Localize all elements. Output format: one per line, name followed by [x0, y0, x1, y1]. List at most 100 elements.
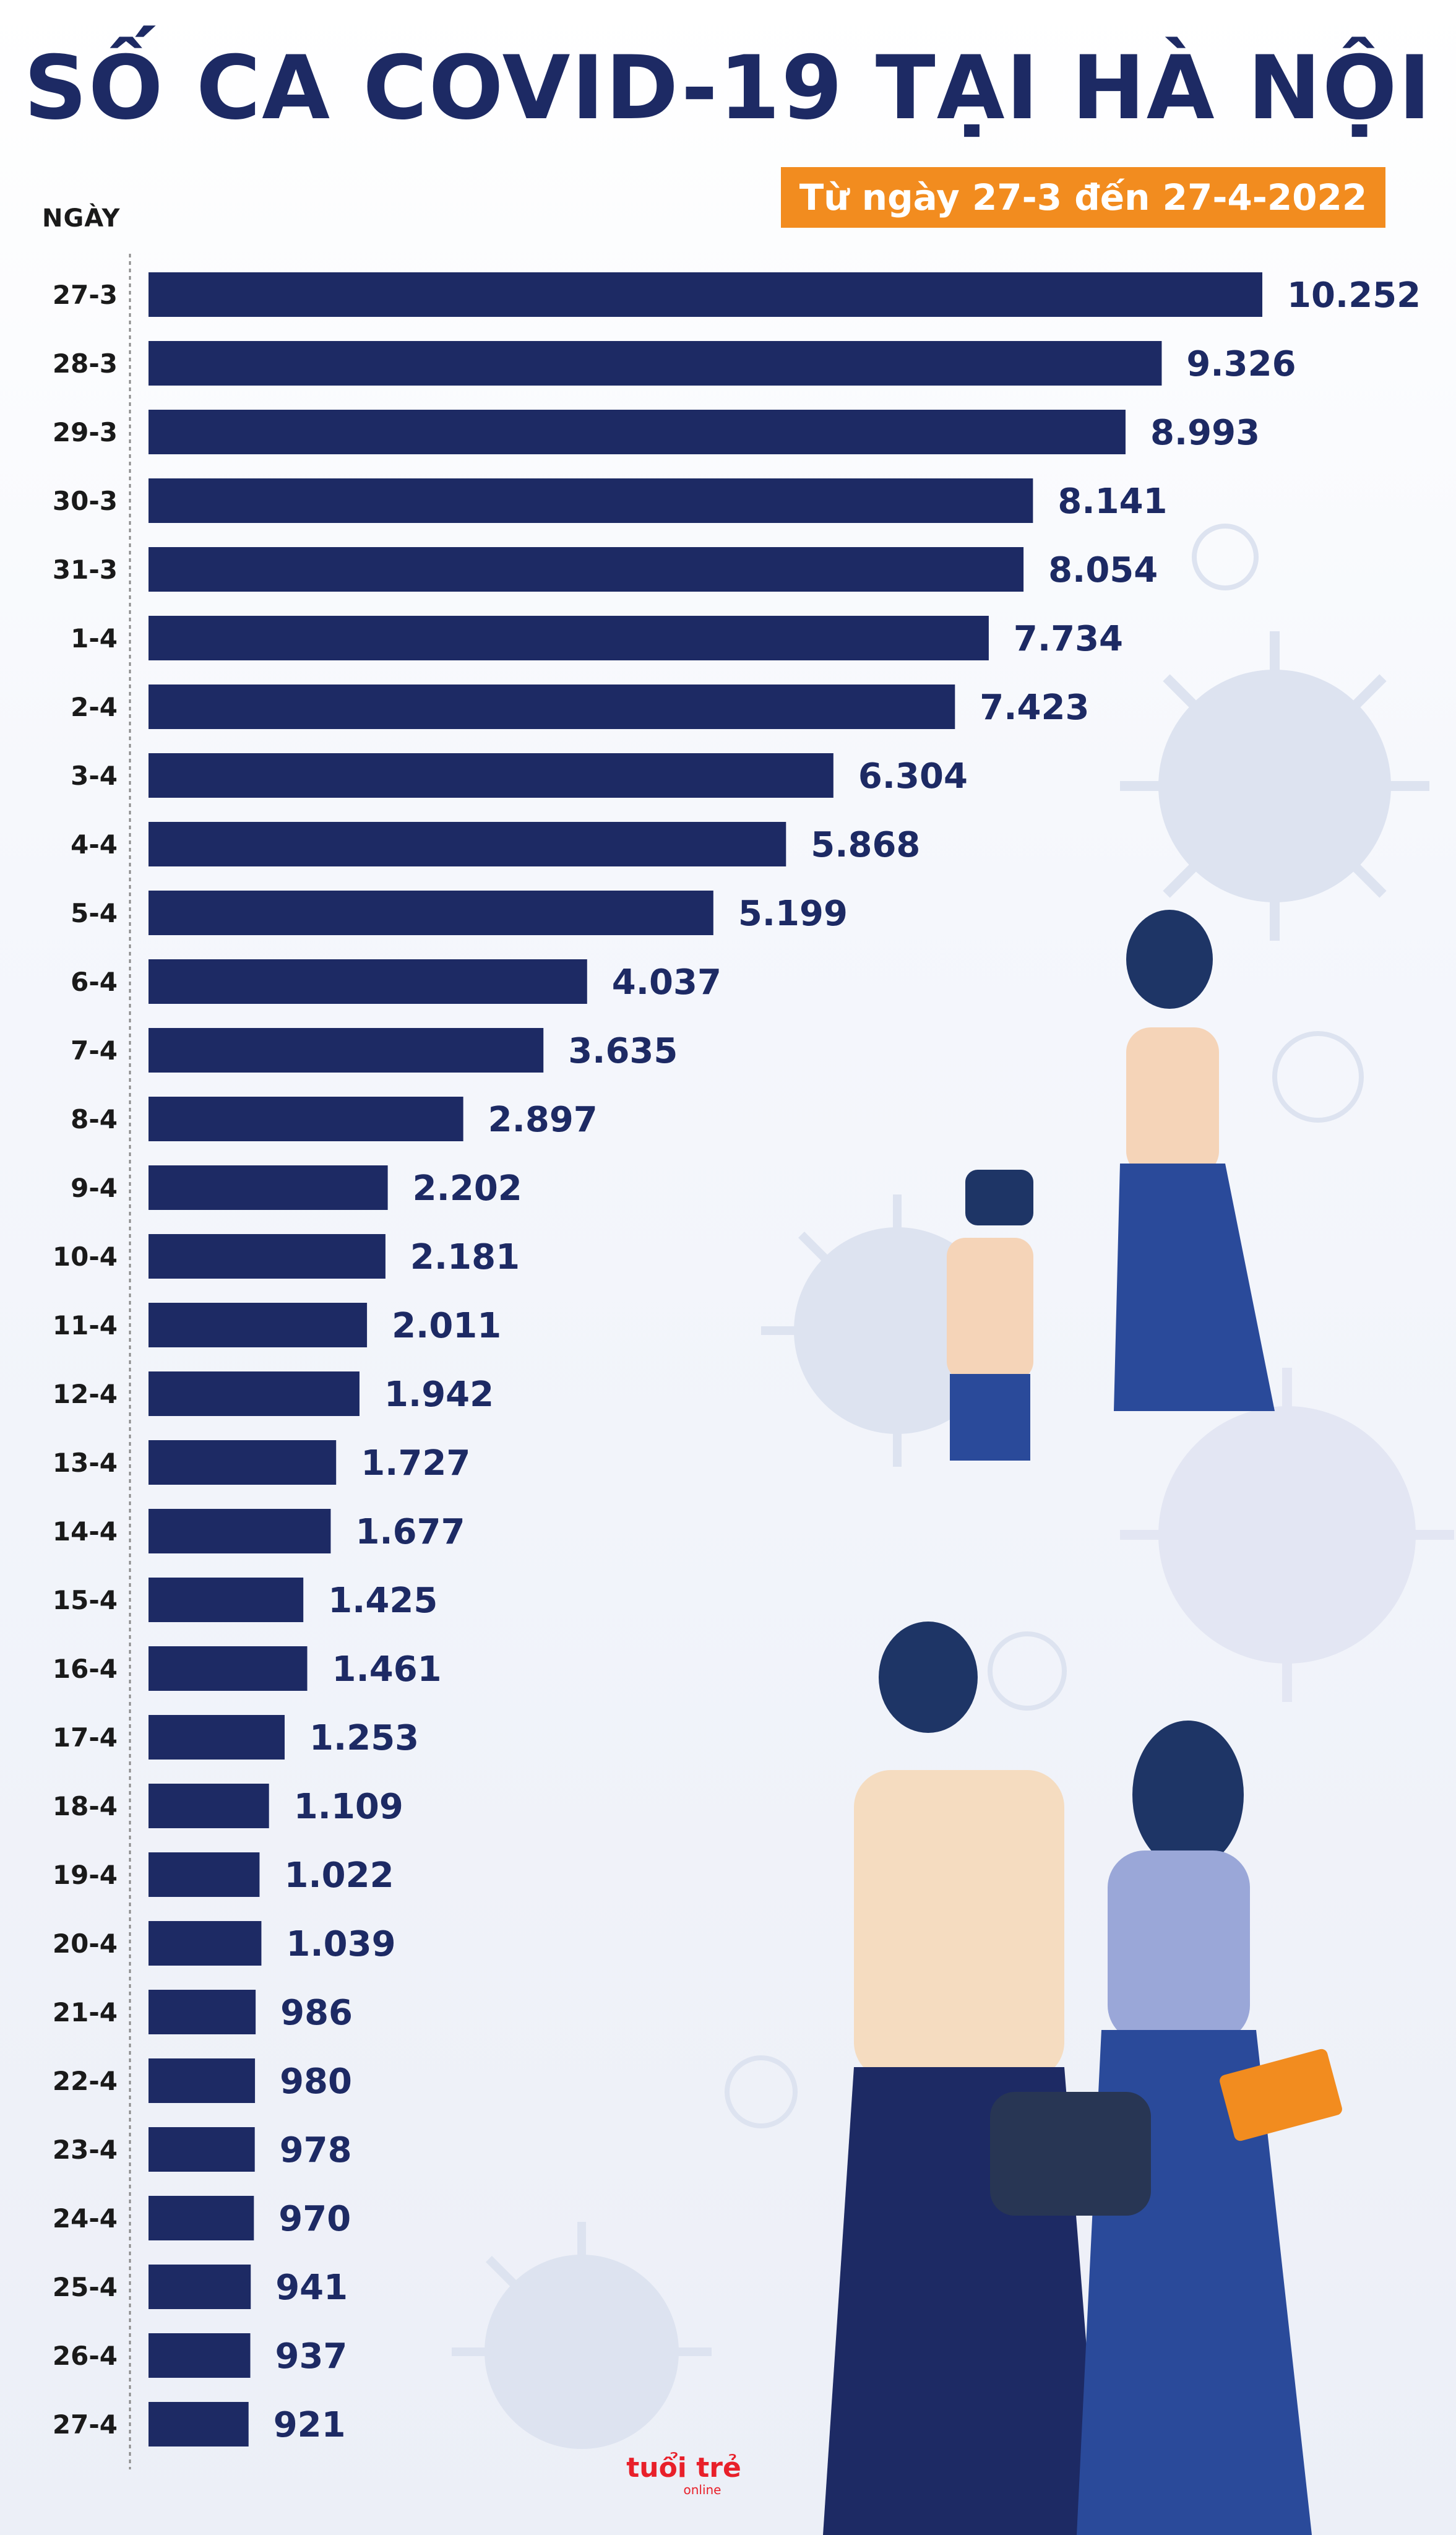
category-label: 4-4	[71, 829, 118, 860]
bar	[149, 547, 1024, 592]
category-label: 20-4	[53, 1928, 118, 1959]
tuoi-tre-logo: tuổi trẻ online	[626, 2451, 741, 2497]
logo-subtext: online	[683, 2482, 721, 2497]
bar	[149, 1028, 544, 1073]
virus-icon	[452, 2222, 712, 2449]
category-label: 17-4	[53, 1722, 118, 1753]
bar	[149, 1646, 308, 1691]
value-label: 986	[280, 1993, 353, 2033]
bar	[149, 1715, 285, 1760]
value-label: 1.677	[355, 1512, 465, 1552]
bar	[149, 478, 1033, 523]
value-label: 921	[274, 2405, 346, 2445]
category-label: 8-4	[71, 1104, 118, 1134]
category-label: 15-4	[53, 1585, 118, 1615]
category-label: 7-4	[71, 1035, 118, 1066]
chart-title: SỐ CA COVID-19 TẠI HÀ NỘI	[24, 37, 1432, 139]
category-label: 5-4	[71, 898, 118, 928]
people-illustration	[823, 910, 1342, 2535]
category-label: 28-3	[53, 348, 118, 379]
bar	[149, 2402, 249, 2446]
bar	[149, 1097, 463, 1141]
category-label: 31-3	[53, 555, 118, 585]
value-label: 8.141	[1058, 482, 1167, 522]
bar	[149, 2333, 251, 2378]
value-label: 1.727	[361, 1443, 470, 1483]
value-label: 980	[280, 2062, 352, 2102]
bar	[149, 822, 786, 866]
value-label: 1.942	[384, 1375, 494, 1415]
bar	[149, 1234, 386, 1279]
category-label: 9-4	[71, 1173, 118, 1203]
bar	[149, 891, 713, 935]
value-label: 978	[280, 2130, 352, 2170]
category-label: 6-4	[71, 967, 118, 997]
virus-icon	[1120, 631, 1429, 941]
category-label: 12-4	[53, 1379, 118, 1409]
value-label: 7.734	[1014, 619, 1123, 659]
bar	[149, 1990, 256, 2034]
virus-icon	[1120, 1368, 1454, 1702]
value-label: 1.109	[294, 1787, 403, 1827]
value-label: 5.868	[811, 825, 920, 865]
bar	[149, 410, 1126, 454]
value-label: 937	[275, 2336, 348, 2377]
category-label: 26-4	[53, 2341, 118, 2371]
category-label: 22-4	[53, 2066, 118, 2096]
value-label: 2.181	[410, 1237, 520, 1277]
value-label: 6.304	[858, 756, 968, 797]
category-label: 24-4	[53, 2203, 118, 2234]
logo-text: tuổi trẻ	[626, 2451, 741, 2484]
bar	[149, 684, 955, 729]
bar	[149, 2265, 251, 2309]
bar	[149, 2127, 255, 2172]
value-label: 5.199	[738, 894, 848, 934]
value-label: 8.054	[1048, 550, 1158, 590]
value-label: 2.011	[392, 1306, 501, 1346]
category-label: 23-4	[53, 2135, 118, 2165]
category-label: 25-4	[53, 2272, 118, 2302]
category-label: 16-4	[53, 1654, 118, 1684]
bar	[149, 1303, 368, 1347]
value-label: 970	[278, 2199, 351, 2239]
category-label: 10-4	[53, 1242, 118, 1272]
bar	[149, 2196, 254, 2240]
bar	[149, 616, 989, 660]
category-label: 27-3	[53, 280, 118, 310]
category-label: 30-3	[53, 486, 118, 516]
category-label: 13-4	[53, 1448, 118, 1478]
bar	[149, 1440, 337, 1485]
value-label: 1.039	[286, 1924, 395, 1964]
bar	[149, 959, 587, 1004]
bar	[149, 1852, 260, 1897]
category-label: 1-4	[71, 623, 118, 654]
value-label: 941	[275, 2268, 348, 2308]
chart-subtitle: Từ ngày 27-3 đến 27-4-2022	[781, 167, 1385, 228]
value-label: 8.993	[1150, 413, 1260, 453]
value-label: 9.326	[1186, 344, 1296, 384]
value-label: 1.253	[309, 1718, 419, 1758]
bar	[149, 341, 1162, 386]
value-label: 10.252	[1287, 275, 1421, 316]
value-label: 7.423	[980, 688, 1089, 728]
value-label: 2.202	[413, 1168, 522, 1209]
bar	[149, 1371, 360, 1416]
category-label: 27-4	[53, 2409, 118, 2440]
category-label: 11-4	[53, 1310, 118, 1341]
value-label: 2.897	[488, 1100, 598, 1140]
value-label: 3.635	[568, 1031, 678, 1071]
category-label: 18-4	[53, 1791, 118, 1821]
bar	[149, 1578, 304, 1622]
category-label: 19-4	[53, 1860, 118, 1890]
category-label: 29-3	[53, 417, 118, 447]
category-label: 3-4	[71, 761, 118, 791]
bar	[149, 272, 1262, 317]
value-label: 1.461	[332, 1649, 442, 1690]
bar	[149, 2058, 256, 2103]
bar	[149, 1784, 269, 1828]
category-label: 21-4	[53, 1997, 118, 2028]
category-label: 14-4	[53, 1516, 118, 1547]
value-label: 1.425	[328, 1581, 437, 1621]
virus-icon	[725, 524, 1364, 2128]
